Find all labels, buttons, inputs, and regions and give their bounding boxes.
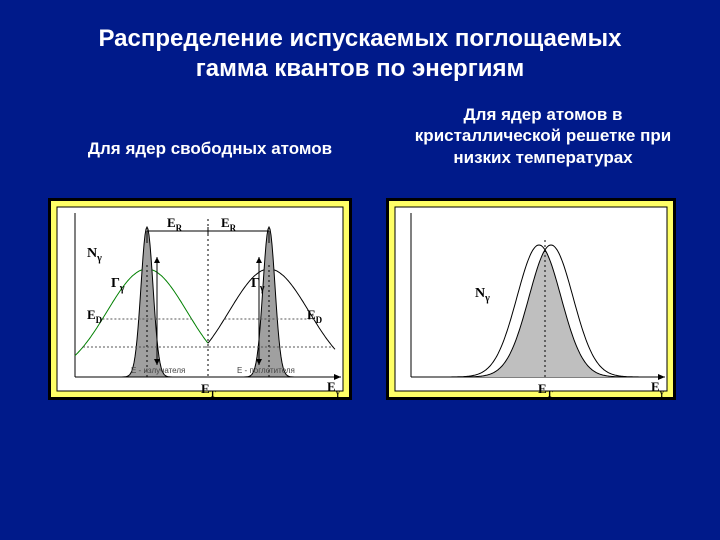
right-panel-caption: Для ядер атомов в кристаллической решетк…	[398, 104, 688, 168]
right-panel-frame: NγETEγ	[386, 198, 676, 400]
emit-sublabel: E - излучателя	[131, 366, 185, 375]
slide-title: Распределение испускаемых поглощаемых га…	[0, 24, 720, 84]
plot-area	[57, 207, 343, 391]
absorb-sublabel: E - поглотителя	[237, 366, 295, 375]
right-chart: NγETEγ	[389, 201, 673, 397]
left-panel-frame: ERERΓγΓγEDEDNγETEγE - излучателяE - погл…	[48, 198, 352, 400]
slide: Распределение испускаемых поглощаемых га…	[0, 0, 720, 540]
left-chart: ERERΓγΓγEDEDNγETEγE - излучателяE - погл…	[51, 201, 349, 397]
left-panel-caption: Для ядер свободных атомов	[70, 138, 350, 159]
